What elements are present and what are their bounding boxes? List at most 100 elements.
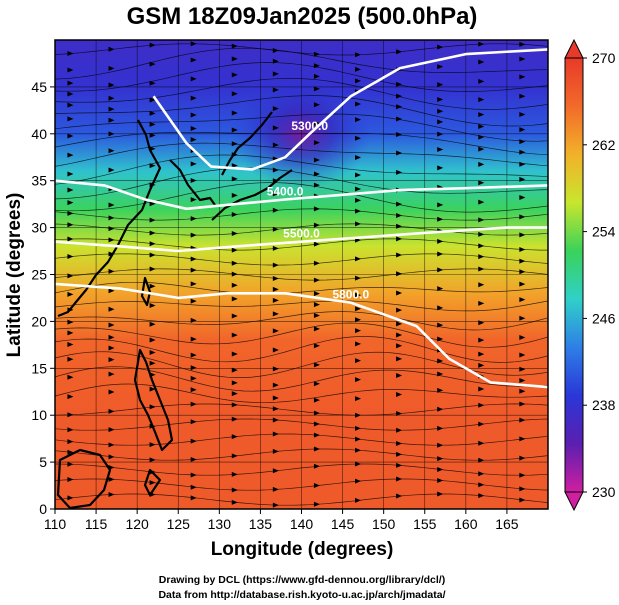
wind-arrow bbox=[355, 155, 362, 161]
wind-arrow bbox=[313, 206, 320, 212]
streamline bbox=[55, 47, 548, 80]
wind-arrow bbox=[396, 271, 403, 277]
wind-arrow bbox=[190, 216, 197, 222]
height-contours bbox=[55, 48, 548, 389]
coastline-japan-main bbox=[211, 169, 293, 221]
wind-arrow bbox=[355, 377, 362, 383]
x-tick-label: 140 bbox=[290, 516, 314, 532]
wind-arrow bbox=[519, 378, 526, 384]
wind-arrow bbox=[67, 116, 74, 122]
wind-arrow bbox=[478, 41, 485, 47]
x-tick-label: 135 bbox=[249, 516, 273, 532]
wind-arrow bbox=[231, 110, 238, 116]
y-tick-label: 45 bbox=[31, 79, 47, 95]
wind-arrow bbox=[313, 302, 320, 308]
wind-arrow bbox=[149, 241, 156, 247]
wind-arrow bbox=[313, 432, 320, 438]
wind-arrow bbox=[478, 282, 485, 288]
wind-arrow bbox=[396, 332, 403, 338]
wind-arrow bbox=[67, 449, 74, 455]
wind-arrow bbox=[437, 97, 444, 103]
wind-arrow bbox=[272, 226, 279, 232]
wind-arrow bbox=[108, 268, 115, 274]
streamline bbox=[55, 268, 548, 281]
wind-arrow bbox=[231, 231, 238, 237]
wind-arrow bbox=[437, 44, 444, 50]
wind-arrow bbox=[355, 135, 362, 141]
wind-arrow bbox=[231, 127, 238, 133]
wind-arrow bbox=[519, 176, 526, 182]
wind-arrow bbox=[478, 59, 485, 65]
wind-arrow bbox=[313, 260, 320, 266]
wind-arrow bbox=[190, 401, 197, 407]
wind-arrow bbox=[190, 495, 197, 501]
y-tick-label: 40 bbox=[31, 126, 47, 142]
wind-arrow bbox=[272, 275, 279, 281]
wind-arrow bbox=[355, 436, 362, 442]
wind-arrow bbox=[67, 236, 74, 242]
wind-arrow bbox=[67, 102, 74, 108]
wind-arrow bbox=[190, 126, 197, 132]
streamline bbox=[55, 300, 548, 312]
wind-arrow bbox=[313, 120, 320, 126]
wind-arrow bbox=[396, 236, 403, 242]
streamline bbox=[55, 78, 548, 110]
wind-arrow bbox=[355, 461, 362, 467]
wind-arrow bbox=[108, 454, 115, 460]
wind-arrow bbox=[67, 187, 74, 193]
wind-arrow bbox=[437, 119, 444, 125]
streamline bbox=[55, 62, 548, 92]
wind-arrow bbox=[67, 152, 74, 158]
wind-arrow bbox=[67, 342, 74, 348]
wind-arrow bbox=[272, 48, 279, 54]
wind-arrow bbox=[313, 73, 320, 79]
wind-arrow bbox=[231, 416, 238, 422]
wind-arrow bbox=[231, 380, 238, 386]
wind-arrow bbox=[478, 180, 485, 186]
y-axis-label: Latitude (degrees) bbox=[4, 193, 25, 358]
wind-arrow bbox=[396, 440, 403, 446]
x-tick-label: 130 bbox=[208, 516, 232, 532]
wind-arrow bbox=[231, 351, 238, 357]
wind-arrow bbox=[396, 411, 403, 417]
wind-arrow bbox=[355, 117, 362, 123]
wind-arrow bbox=[272, 417, 279, 423]
wind-arrow bbox=[355, 172, 362, 178]
wind-arrow bbox=[231, 471, 238, 477]
wind-arrow bbox=[67, 477, 74, 483]
wind-arrow bbox=[190, 336, 197, 342]
wind-arrow bbox=[67, 412, 74, 418]
wind-arrow bbox=[478, 112, 485, 118]
wind-arrow bbox=[396, 307, 403, 313]
colorbar-bottom-arrow bbox=[564, 491, 584, 512]
x-tick-label: 155 bbox=[413, 516, 437, 532]
wind-arrow bbox=[519, 486, 526, 492]
wind-arrow bbox=[437, 267, 444, 273]
wind-arrow bbox=[519, 436, 526, 442]
streamline bbox=[55, 448, 548, 461]
wind-arrow bbox=[478, 300, 485, 306]
wind-arrow bbox=[355, 396, 362, 402]
wind-arrow bbox=[190, 57, 197, 63]
wind-arrow bbox=[149, 110, 156, 116]
wind-arrow bbox=[272, 245, 279, 251]
wind-arrow bbox=[355, 478, 362, 484]
wind-arrow bbox=[272, 366, 279, 372]
wind-arrow bbox=[190, 375, 197, 381]
wind-arrow bbox=[478, 421, 485, 427]
streamline bbox=[55, 223, 548, 236]
wind-arrow bbox=[519, 269, 526, 275]
wind-arrow bbox=[108, 427, 115, 433]
wind-arrow bbox=[190, 352, 197, 358]
wind-arrow bbox=[108, 106, 115, 112]
wind-arrow bbox=[478, 402, 485, 408]
wind-arrow bbox=[437, 478, 444, 484]
wind-arrow bbox=[355, 256, 362, 262]
colorbar-tick-label: 246 bbox=[592, 310, 616, 326]
wind-arrow bbox=[396, 150, 403, 156]
colorbar-tick-label: 262 bbox=[592, 137, 616, 153]
coastline-japan-north bbox=[221, 111, 273, 176]
wind-arrow bbox=[478, 386, 485, 392]
wind-arrow bbox=[272, 106, 279, 112]
wind-arrow bbox=[149, 442, 156, 448]
